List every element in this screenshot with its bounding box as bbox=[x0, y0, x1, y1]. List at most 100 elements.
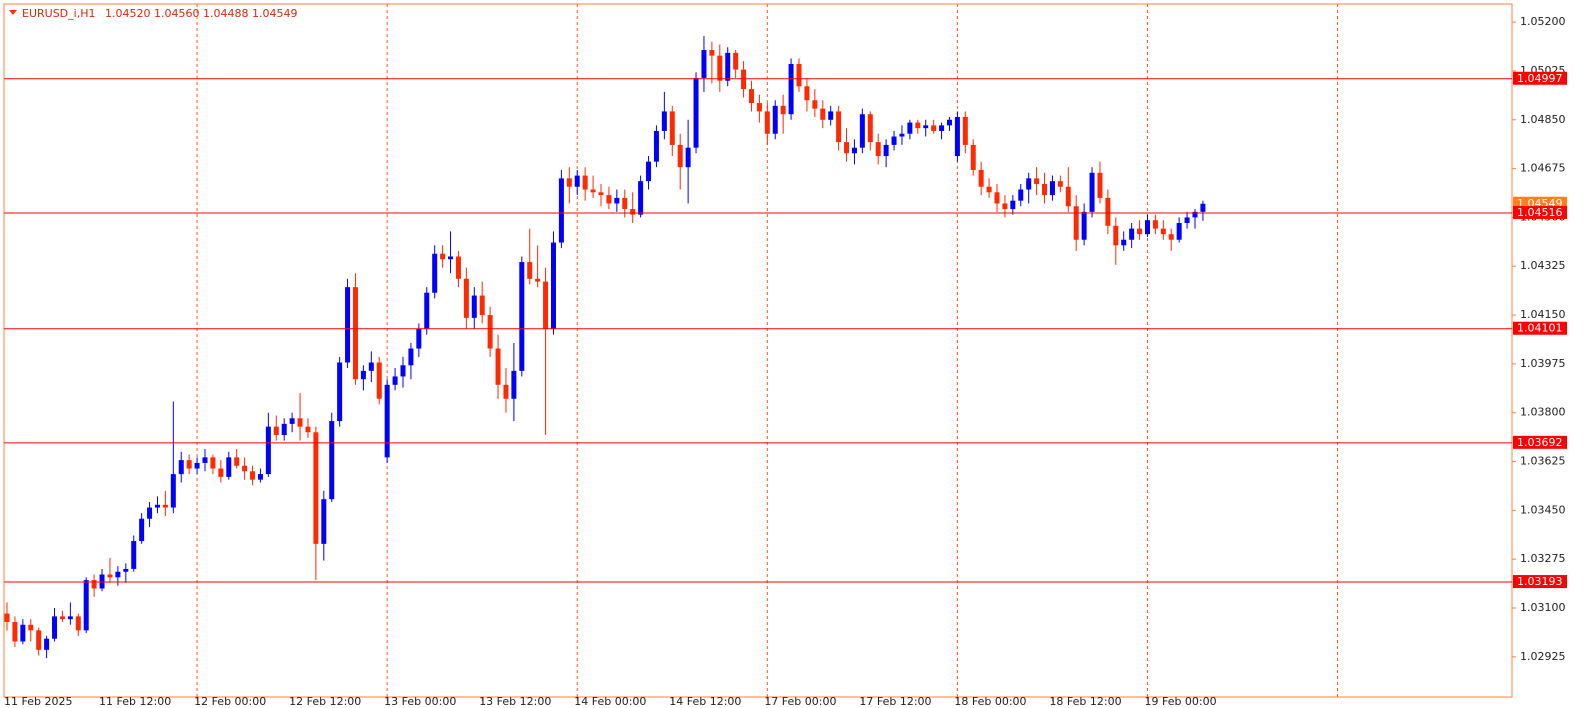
info-close: 1.04549 bbox=[252, 7, 298, 20]
candle-body bbox=[1002, 203, 1008, 210]
candle-body bbox=[360, 370, 366, 380]
candle-body bbox=[685, 147, 691, 168]
candle-body bbox=[75, 616, 81, 631]
candle-body bbox=[297, 418, 303, 427]
candle-body bbox=[772, 105, 778, 134]
candle-body bbox=[424, 292, 430, 330]
candle-body bbox=[733, 52, 739, 70]
candle-body bbox=[796, 63, 802, 87]
y-tick-label: 1.03275 bbox=[1520, 552, 1566, 565]
x-tick-label: 11 Feb 12:00 bbox=[99, 695, 171, 708]
candle-body bbox=[1018, 189, 1024, 201]
candle-body bbox=[432, 253, 438, 293]
candle-body bbox=[250, 471, 256, 480]
candle-body bbox=[812, 100, 818, 109]
x-tick-label: 14 Feb 12:00 bbox=[669, 695, 741, 708]
candle-body bbox=[226, 457, 232, 477]
candle-body bbox=[194, 462, 200, 469]
candle-body bbox=[574, 175, 580, 187]
info-high: 1.04560 bbox=[154, 7, 200, 20]
candle-body bbox=[52, 616, 58, 639]
candle-body bbox=[946, 119, 952, 126]
candle-body bbox=[313, 432, 319, 544]
candle-body bbox=[186, 460, 192, 469]
candle-body bbox=[558, 178, 564, 243]
candle-body bbox=[907, 122, 913, 134]
candle-body bbox=[891, 136, 897, 145]
candle-body bbox=[218, 468, 224, 477]
candle-body bbox=[994, 192, 1000, 204]
level-label: 1.04516 bbox=[1517, 206, 1563, 219]
candle-body bbox=[590, 189, 596, 193]
candle-body bbox=[931, 125, 937, 131]
candle-body bbox=[210, 457, 216, 469]
candle-body bbox=[519, 262, 525, 371]
candle-body bbox=[12, 621, 18, 642]
candle-body bbox=[1073, 206, 1079, 240]
candle-body bbox=[139, 518, 145, 542]
plot-frame bbox=[3, 3, 1513, 698]
candle-body bbox=[550, 242, 556, 330]
candle-body bbox=[1089, 172, 1095, 212]
y-tick-label: 1.03800 bbox=[1520, 406, 1566, 419]
level-label: 1.03692 bbox=[1517, 436, 1563, 449]
y-tick-label: 1.03450 bbox=[1520, 503, 1566, 516]
collapse-icon bbox=[9, 10, 17, 15]
candle-body bbox=[455, 256, 461, 279]
candle-body bbox=[701, 50, 707, 78]
candle-body bbox=[273, 426, 279, 436]
candle-body bbox=[1121, 239, 1127, 246]
candle-body bbox=[1152, 220, 1158, 229]
candle-body bbox=[717, 55, 723, 81]
candle-body bbox=[511, 370, 517, 399]
candle-body bbox=[606, 195, 612, 204]
candle-body bbox=[20, 624, 26, 642]
candle-body bbox=[131, 541, 137, 569]
y-tick-label: 1.03100 bbox=[1520, 601, 1566, 614]
candle-body bbox=[598, 192, 604, 196]
x-tick-label: 12 Feb 12:00 bbox=[289, 695, 361, 708]
candle-body bbox=[305, 426, 311, 433]
candle-body bbox=[622, 197, 628, 210]
candle-body bbox=[376, 362, 382, 399]
candle-body bbox=[448, 256, 454, 260]
candle-body bbox=[178, 460, 184, 475]
candle-body bbox=[416, 329, 422, 349]
candle-body bbox=[495, 348, 501, 385]
symbol: EURUSD_i,H1 bbox=[22, 7, 95, 20]
candle-body bbox=[1065, 186, 1071, 207]
candle-body bbox=[677, 144, 683, 168]
y-tick-label: 1.04850 bbox=[1520, 113, 1566, 126]
candle-body bbox=[107, 574, 113, 578]
candle-body bbox=[844, 142, 850, 154]
candle-body bbox=[661, 111, 667, 131]
candle-body bbox=[669, 111, 675, 145]
info-low: 1.04488 bbox=[203, 7, 249, 20]
candle-body bbox=[352, 287, 358, 380]
level-label-box bbox=[1513, 71, 1567, 85]
candle-body bbox=[4, 613, 10, 622]
y-tick-label: 1.02925 bbox=[1520, 650, 1566, 663]
candle-body bbox=[748, 89, 754, 104]
candle-body bbox=[408, 348, 414, 366]
x-tick-label: 14 Feb 00:00 bbox=[574, 695, 646, 708]
candle-body bbox=[804, 86, 810, 101]
candle-body bbox=[400, 365, 406, 377]
candle-body bbox=[59, 616, 65, 620]
level-label-box bbox=[1513, 435, 1567, 449]
candle-body bbox=[384, 384, 390, 458]
candle-body bbox=[265, 426, 271, 475]
level-label: 1.04997 bbox=[1517, 72, 1563, 85]
candle-body bbox=[788, 63, 794, 115]
candle-body bbox=[337, 362, 343, 422]
candle-body bbox=[970, 144, 976, 170]
candle-body bbox=[1010, 200, 1016, 210]
x-tick-label: 18 Feb 12:00 bbox=[1049, 695, 1121, 708]
candle-body bbox=[281, 423, 287, 436]
candle-body bbox=[630, 209, 636, 215]
candle-body bbox=[741, 69, 747, 90]
header: EURUSD_i,H1 1.04520 1.04560 1.04488 1.04… bbox=[22, 7, 297, 20]
candle-body bbox=[915, 122, 921, 129]
candle-body bbox=[962, 116, 968, 145]
candle-body bbox=[828, 111, 834, 120]
